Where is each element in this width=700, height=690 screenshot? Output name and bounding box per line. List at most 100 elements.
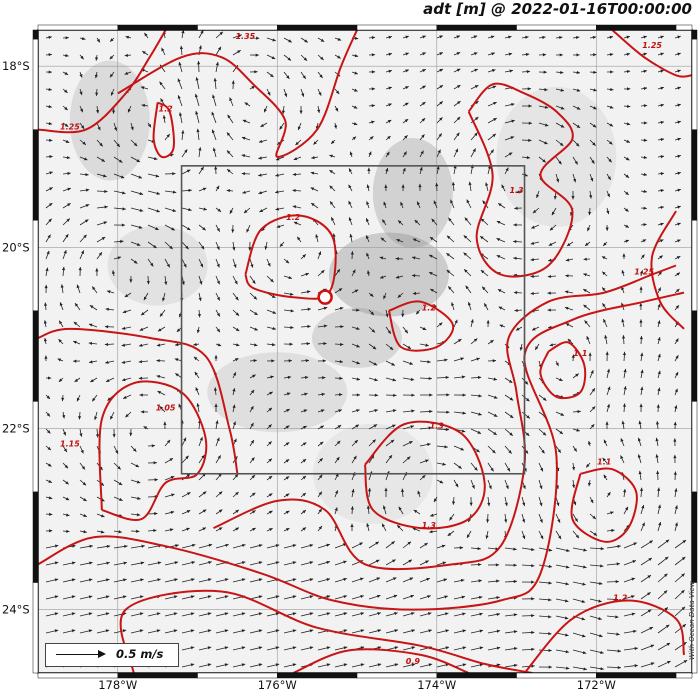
velocity-arrow (436, 101, 444, 107)
velocity-arrow (164, 172, 176, 176)
velocity-arrow (414, 219, 421, 226)
velocity-arrow (249, 53, 259, 57)
velocity-arrow (657, 539, 670, 549)
velocity-arrow (266, 493, 273, 498)
velocity-arrow (181, 455, 189, 464)
velocity-arrow (486, 513, 490, 523)
velocity-arrow (329, 154, 336, 158)
velocity-arrow (521, 411, 531, 419)
frame-tick-left (32, 401, 39, 493)
velocity-arrow (130, 496, 141, 500)
frame-tick-left (32, 582, 39, 674)
velocity-arrow (215, 527, 223, 532)
velocity-arrow (538, 122, 549, 127)
velocity-arrow (487, 428, 497, 436)
velocity-arrow (215, 46, 222, 56)
velocity-arrow (317, 359, 327, 363)
velocity-arrow (487, 629, 501, 634)
velocity-arrow (585, 462, 591, 468)
velocity-arrow (79, 445, 84, 454)
velocity-arrow (572, 649, 587, 655)
velocity-arrow (232, 578, 246, 583)
velocity-arrow (130, 173, 143, 179)
velocity-arrow (283, 375, 292, 379)
velocity-arrow (96, 37, 101, 43)
velocity-arrow (480, 218, 489, 226)
velocity-arrow (317, 543, 331, 549)
velocity-arrow (368, 377, 378, 382)
frame-tick-left (32, 29, 39, 40)
velocity-arrow (181, 258, 187, 268)
velocity-arrow (283, 561, 297, 566)
velocity-arrow (164, 207, 177, 212)
velocity-arrow (79, 496, 87, 502)
velocity-arrow (349, 233, 353, 243)
velocity-arrow (215, 612, 229, 617)
velocity-arrow (381, 219, 387, 226)
velocity-arrow (385, 594, 398, 600)
velocity-arrow (232, 527, 240, 532)
velocity-arrow (674, 137, 681, 141)
velocity-arrow (60, 284, 64, 294)
velocity-arrow (402, 456, 411, 464)
velocity-arrow (385, 454, 393, 464)
adt-contour-line (570, 467, 638, 543)
velocity-arrow (470, 579, 482, 583)
velocity-arrow (198, 646, 212, 651)
velocity-arrow (266, 71, 274, 78)
velocity-arrow (215, 241, 220, 251)
velocity-arrow (198, 258, 204, 268)
velocity-arrow (487, 579, 500, 583)
velocity-arrow (466, 530, 472, 539)
velocity-arrow (385, 577, 397, 583)
velocity-arrow (470, 479, 475, 489)
velocity-arrow (232, 663, 246, 668)
velocity-arrow (124, 53, 132, 57)
velocity-arrow (436, 612, 449, 617)
adt-contour-line (244, 214, 337, 300)
velocity-arrow (623, 156, 630, 161)
velocity-arrow (504, 496, 508, 507)
velocity-arrow (164, 493, 175, 498)
station-marker[interactable] (317, 289, 333, 305)
velocity-arrow (351, 122, 358, 126)
velocity-arrow (639, 335, 643, 345)
velocity-arrow (283, 527, 290, 532)
velocity-arrow (96, 612, 110, 617)
velocity-arrow (249, 474, 256, 481)
velocity-arrow (162, 115, 166, 124)
velocity-arrow (334, 376, 343, 380)
velocity-arrow (113, 445, 119, 454)
velocity-arrow (587, 440, 592, 447)
velocity-arrow (436, 561, 447, 566)
contour-label: 1.2 (613, 594, 628, 603)
velocity-arrow (45, 512, 53, 516)
velocity-arrow (402, 541, 412, 549)
velocity-arrow (589, 122, 597, 128)
velocity-arrow (283, 292, 294, 296)
velocity-arrow (470, 338, 478, 345)
velocity-arrow (555, 122, 565, 128)
velocity-arrow (640, 522, 645, 532)
velocity-arrow (449, 513, 455, 521)
velocity-arrow (571, 354, 575, 362)
velocity-arrow (446, 252, 455, 260)
velocity-arrow (43, 320, 47, 328)
velocity-arrow (334, 359, 344, 364)
velocity-arrow (96, 221, 108, 226)
velocity-arrow (232, 275, 238, 285)
velocity-arrow (62, 155, 71, 160)
velocity-arrow (334, 393, 343, 397)
velocity-arrow (657, 607, 669, 617)
velocity-arrow (215, 437, 220, 447)
velocity-arrow (429, 530, 438, 534)
velocity-arrow (606, 403, 610, 413)
velocity-arrow (300, 375, 309, 380)
velocity-arrow (300, 342, 310, 346)
velocity-arrow (402, 135, 408, 141)
velocity-arrow (232, 473, 239, 481)
velocity-arrow (396, 524, 404, 532)
velocity-arrow (147, 561, 162, 566)
velocity-arrow (606, 544, 621, 549)
velocity-arrow (266, 424, 272, 430)
